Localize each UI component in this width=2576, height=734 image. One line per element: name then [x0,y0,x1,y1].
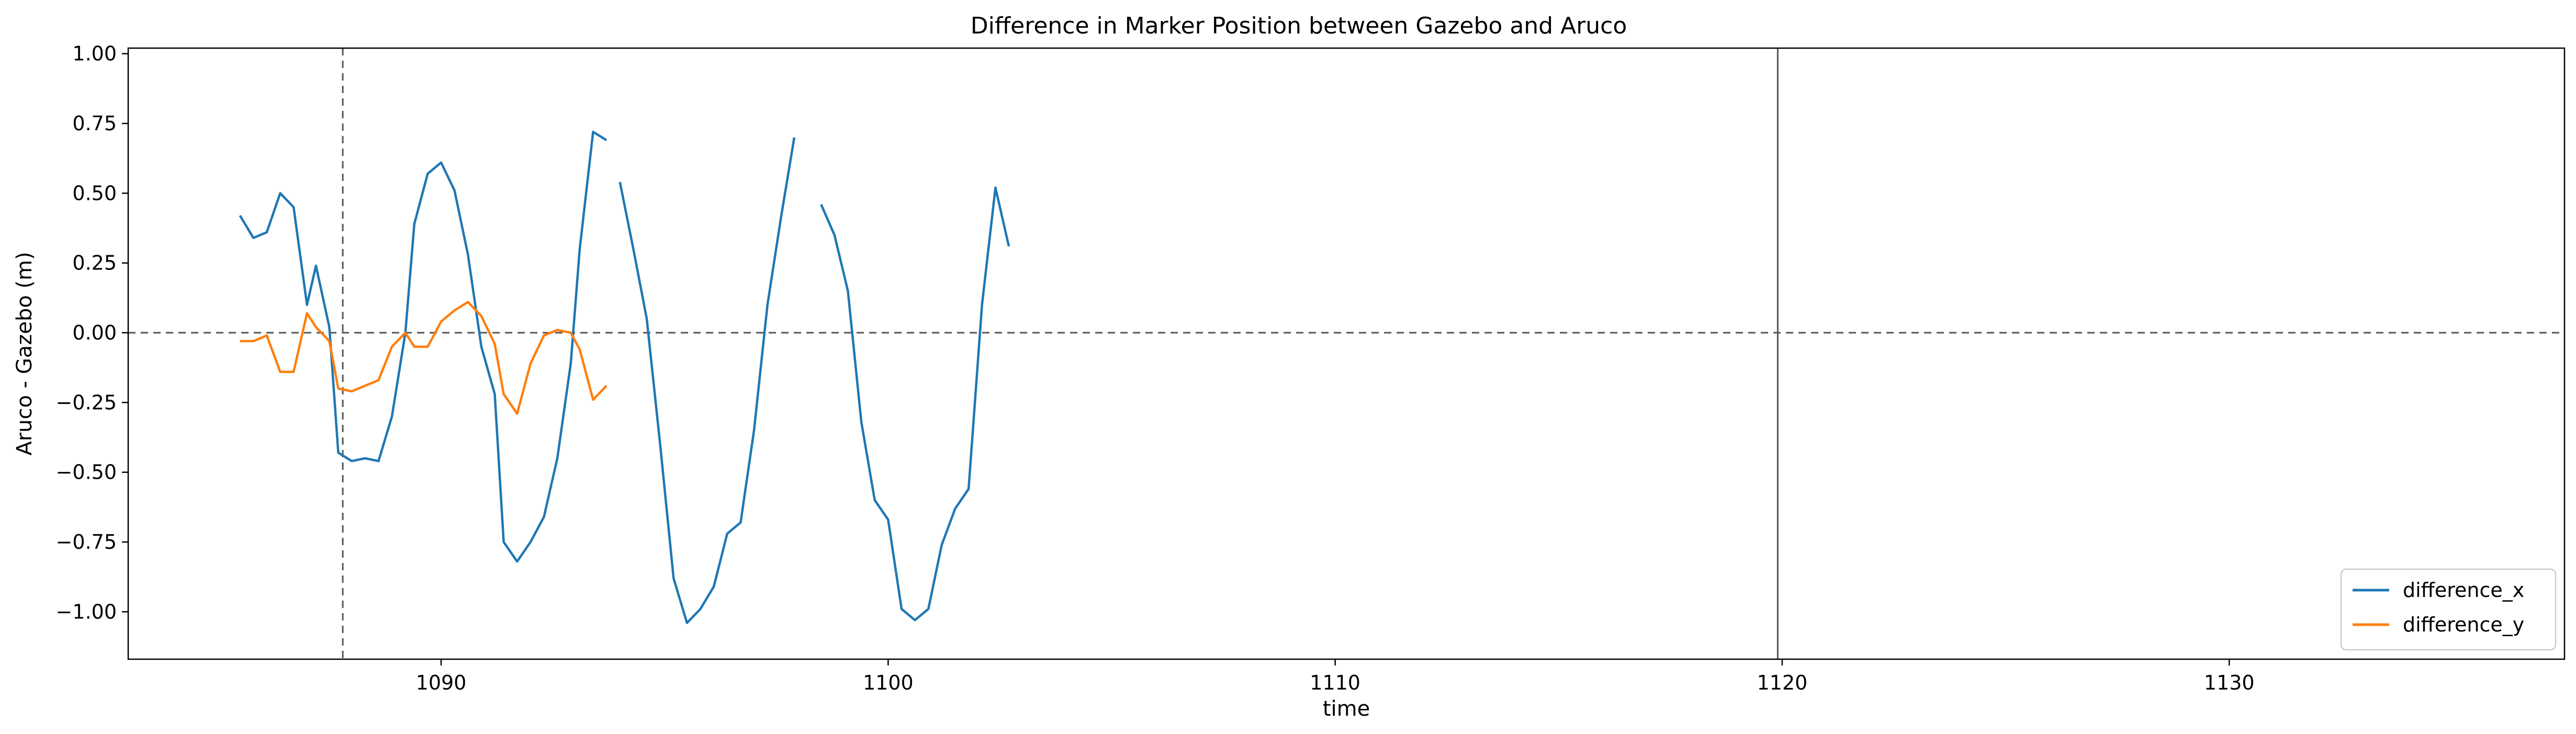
legend-box [2340,568,2557,651]
y-tick-label: 0.75 [72,112,117,135]
legend: difference_x difference_y [2340,568,2557,651]
x-tick-label: 1090 [416,671,467,694]
y-axis-ticks: −1.00 −0.75 −0.50 −0.25 0.00 0.25 0.50 0.75 1.00 [56,42,128,623]
chart-title: Difference in Marker Position between Ga… [971,13,1627,39]
y-tick-label: −1.00 [56,600,117,623]
y-tick-label: −0.25 [56,391,117,414]
y-tick-label: −0.75 [56,530,117,554]
x-tick-label: 1110 [1310,671,1360,694]
series-line-difference_x-segment-1 [618,137,796,624]
series-line-difference_y-segment-0 [240,301,608,415]
x-tick-label: 1130 [2204,671,2255,694]
x-tick-label: 1100 [863,671,914,694]
y-tick-label: −0.50 [56,461,117,484]
y-tick-label: 0.25 [72,252,117,275]
y-tick-label: 1.00 [72,42,117,65]
plot-content [128,48,2564,659]
series-line-difference_x-segment-0 [239,130,608,563]
y-tick-label: 0.00 [72,321,117,344]
y-axis-label: Aruco - Gazebo (m) [13,252,37,455]
x-axis-ticks: 1090 1100 1110 1120 1130 [416,659,2255,694]
plot-frame [127,47,2566,660]
x-tick-label: 1120 [1757,671,1808,694]
legend-label-difference_x: difference_x [2403,579,2524,602]
y-tick-label: 0.50 [72,182,117,205]
x-axis-label: time [1323,697,1370,721]
series-line-difference_x-segment-2 [820,186,1010,622]
legend-label-difference_y: difference_y [2403,613,2524,636]
